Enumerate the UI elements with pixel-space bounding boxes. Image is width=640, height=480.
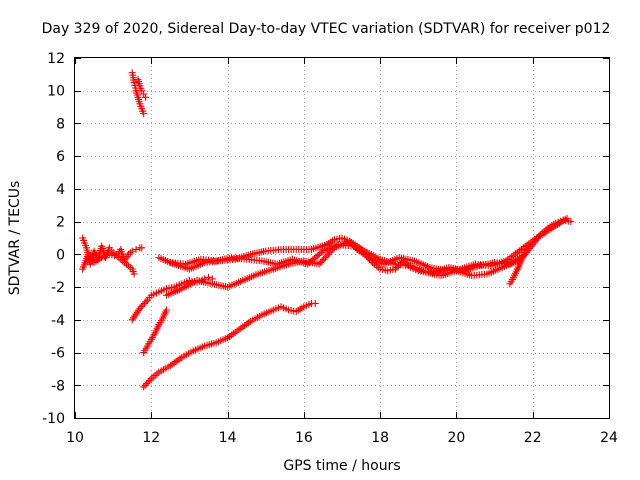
data-point-interp	[314, 251, 322, 259]
x-axis-title: GPS time / hours	[283, 458, 400, 474]
data-point-interp	[324, 250, 332, 258]
data-point-interp	[327, 247, 335, 255]
data-point	[128, 247, 136, 255]
series-track-f	[155, 216, 575, 276]
data-point	[311, 299, 319, 307]
y-tick-label: 4	[56, 182, 65, 198]
data-point-interp	[140, 299, 148, 307]
data-point-interp	[144, 378, 152, 386]
data-point-interp	[316, 250, 324, 258]
y-tick-label: 0	[56, 247, 65, 263]
x-tick-label: 14	[219, 430, 237, 446]
data-point	[138, 244, 146, 252]
y-tick-label: 12	[47, 51, 65, 67]
series-track-i	[140, 306, 171, 357]
x-tick-labels: 10 12 14 16 18 20 22 24	[66, 430, 618, 446]
data-point	[130, 270, 138, 278]
series-track-k	[506, 242, 533, 288]
data-point	[315, 260, 323, 268]
series-track-c	[128, 69, 148, 118]
series-track-j	[140, 299, 319, 391]
data-point-interp	[329, 245, 337, 253]
data-point-interp	[318, 257, 326, 265]
series-track-b	[79, 250, 138, 278]
data-series	[79, 69, 575, 391]
data-point	[163, 306, 171, 314]
x-tick-label: 12	[142, 430, 160, 446]
data-point	[132, 245, 140, 253]
data-point-interp	[393, 263, 401, 271]
data-point-interp	[320, 255, 328, 263]
y-tick-label: 8	[56, 116, 65, 132]
data-point	[140, 110, 148, 118]
x-tick-label: 16	[295, 430, 313, 446]
y-tick-label: 6	[56, 149, 65, 165]
y-tick-label: 10	[47, 84, 65, 100]
x-tick-label: 10	[66, 430, 84, 446]
data-point-interp	[317, 249, 325, 257]
x-tick-label: 20	[448, 430, 466, 446]
y-tick-label: -4	[51, 313, 65, 329]
chart-title: Day 329 of 2020, Sidereal Day-to-day VTE…	[42, 21, 611, 37]
y-tick-labels: -10 -8 -6 -4 -2 0 2 4 6 8 10 12	[42, 51, 65, 427]
y-axis-title: SDTVAR / TECUs	[7, 181, 23, 296]
data-point-interp	[146, 376, 154, 384]
data-point-interp	[323, 252, 331, 260]
y-tick-label: -8	[51, 378, 65, 394]
data-point-interp	[317, 259, 325, 267]
data-point-interp	[326, 249, 334, 257]
series-track-d	[134, 75, 150, 101]
data-point	[563, 214, 571, 222]
x-tick-label: 22	[524, 430, 542, 446]
data-point	[136, 304, 144, 312]
data-point	[567, 218, 575, 226]
data-point-interp	[139, 301, 147, 309]
data-point-interp	[312, 253, 320, 261]
data-point-interp	[137, 303, 145, 311]
data-point-interp	[141, 381, 149, 389]
plot-frame	[74, 57, 610, 419]
x-tick-label: 24	[600, 430, 618, 446]
data-point-interp	[143, 380, 151, 388]
data-point	[525, 242, 533, 250]
y-tick-label: -2	[51, 280, 65, 296]
series-track-a	[79, 234, 146, 268]
x-tick-label: 18	[371, 430, 389, 446]
y-tick-label: -6	[51, 346, 65, 362]
y-tick-label: -10	[42, 411, 65, 427]
axis-ticks	[75, 58, 610, 419]
series-track-h	[163, 237, 521, 299]
y-tick-label: 2	[56, 215, 65, 231]
data-point-interp	[321, 254, 329, 262]
data-point	[142, 93, 150, 101]
data-point-interp	[142, 298, 150, 306]
data-point	[140, 383, 148, 391]
